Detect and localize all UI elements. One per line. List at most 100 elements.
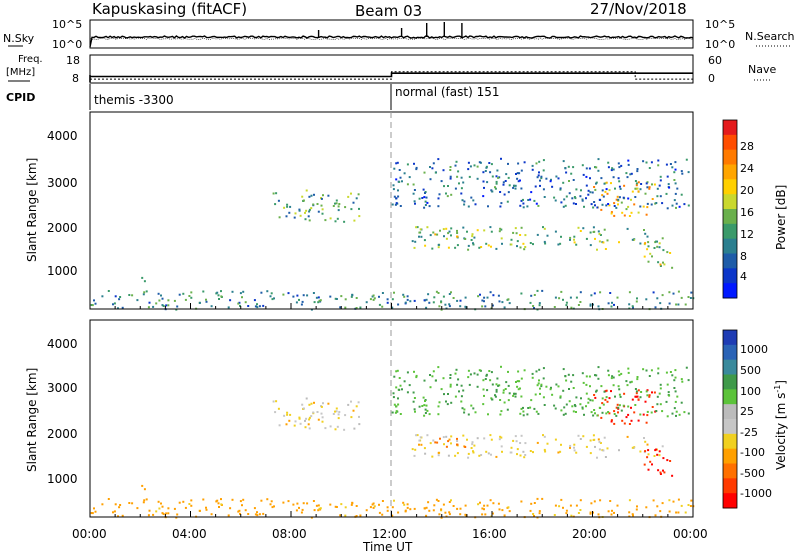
power-scatter-cell <box>637 190 640 193</box>
velocity-scatter-cell <box>277 407 280 410</box>
velocity-scatter-cell <box>597 366 600 369</box>
power-scatter-cell <box>654 306 657 309</box>
power-scatter-cell <box>372 294 375 297</box>
power-scatter-cell <box>565 304 568 307</box>
power-scatter-cell <box>507 298 510 301</box>
power-scatter-cell <box>613 214 616 217</box>
power-scatter-cell <box>455 160 458 163</box>
velocity-scatter-cell <box>334 505 337 508</box>
power-scatter-cell <box>321 212 324 215</box>
power-scatter-cell <box>534 185 537 188</box>
velocity-scatter-cell <box>687 379 690 382</box>
velocity-ytick-4000: 4000 <box>47 337 78 351</box>
power-scatter-cell <box>456 235 459 238</box>
velocity-scatter-cell <box>482 379 485 382</box>
velocity-scatter-cell <box>514 392 517 395</box>
power-scatter-cell <box>500 202 503 205</box>
power-scatter-cell <box>494 186 496 189</box>
power-scatter-cell <box>500 228 503 231</box>
power-scatter-cell <box>508 184 511 187</box>
power-ylabel: Slant Range [km] <box>25 158 39 262</box>
power-scatter-cell <box>630 198 632 201</box>
velocity-scatter-cell <box>553 514 556 516</box>
power-scatter-cell <box>609 292 612 294</box>
velocity-scatter-cell <box>593 438 596 441</box>
power-scatter-cell <box>593 230 596 233</box>
velocity-scatter-cell <box>460 384 463 387</box>
power-scatter-cell <box>278 216 281 219</box>
velocity-scatter-cell <box>554 438 557 441</box>
power-scatter-cell <box>565 195 568 198</box>
power-scatter-cell <box>627 205 630 208</box>
velocity-scatter-cell <box>148 509 151 512</box>
freq-tick-high: 18 <box>66 54 80 67</box>
power-scatter-cell <box>659 263 662 266</box>
velocity-scatter-cell <box>489 434 492 437</box>
power-scatter-cell <box>594 237 596 240</box>
power-scatter-cell <box>440 180 443 183</box>
cpid-1-text: themis -3300 <box>94 93 174 107</box>
velocity-scatter-cell <box>568 388 570 390</box>
velocity-scatter-cell <box>659 387 662 390</box>
velocity-scatter-cell <box>637 389 640 392</box>
power-scatter-cell <box>594 204 596 207</box>
velocity-scatter-cell <box>437 500 440 502</box>
power-scatter-cell <box>565 301 568 304</box>
velocity-scatter-cell <box>471 443 474 446</box>
power-scatter-cell <box>117 307 119 310</box>
velocity-scatter-cell <box>680 401 683 404</box>
velocity-scatter-cell <box>406 506 409 509</box>
velocity-scatter-cell <box>538 379 540 382</box>
power-scatter-cell <box>684 303 687 306</box>
velocity-scatter-cell <box>239 512 241 515</box>
velocity-scatter-cell <box>414 410 416 413</box>
velocity-scatter-cell <box>454 372 457 375</box>
velocity-scatter-cell <box>637 419 640 422</box>
velocity-scatter-cell <box>378 511 381 514</box>
power-scatter-cell <box>637 181 640 184</box>
velocity-scatter-cell <box>440 508 443 511</box>
velocity-scatter-cell <box>460 395 463 398</box>
power-scatter-cell <box>498 300 501 303</box>
velocity-scatter-cell <box>452 505 455 507</box>
velocity-scatter-cell <box>310 516 313 519</box>
power-scatter-cell <box>608 189 611 192</box>
power-scatter-cell <box>677 290 680 293</box>
power-scatter-cell <box>500 237 503 240</box>
power-scatter-cell <box>594 188 597 191</box>
power-scatter-cell <box>239 304 241 307</box>
power-scatter-cell <box>522 242 525 245</box>
power-scatter-cell <box>583 205 585 208</box>
power-scatter-cell <box>424 204 427 206</box>
velocity-scatter-cell <box>302 407 305 410</box>
velocity-scatter-cell <box>599 442 602 444</box>
velocity-scatter-cell <box>272 400 275 403</box>
power-scatter-cell <box>607 161 610 164</box>
power-scatter-cell <box>540 175 543 178</box>
velocity-scatter-cell <box>627 367 630 370</box>
power-scatter-cell <box>472 242 474 245</box>
power-scatter-cell <box>242 290 245 293</box>
velocity-scatter-cell <box>463 408 466 411</box>
velocity-scatter-cell <box>569 446 571 449</box>
velocity-scatter-cell <box>605 412 608 415</box>
velocity-scatter-cell <box>662 469 664 472</box>
power-scatter-cell <box>661 237 664 240</box>
velocity-scatter-cell <box>499 399 502 401</box>
velocity-scatter-cell <box>636 395 639 398</box>
velocity-scatter-cell <box>498 508 501 511</box>
velocity-scatter-cell <box>456 440 459 442</box>
power-scatter-cell <box>335 202 338 205</box>
velocity-scatter-cell <box>492 502 495 505</box>
velocity-scatter-cell <box>595 390 597 393</box>
power-scatter-cell <box>610 212 613 215</box>
power-scatter-cell <box>658 184 661 187</box>
velocity-scatter-cell <box>413 370 415 373</box>
power-scatter-cell <box>625 208 628 211</box>
power-scatter-cell <box>646 186 649 189</box>
power-scatter-cell <box>657 164 660 167</box>
power-scatter-cell <box>659 195 662 198</box>
power-scatter-cell <box>239 292 242 295</box>
velocity-scatter-cell <box>671 474 674 477</box>
power-scatter-cell <box>178 293 181 296</box>
